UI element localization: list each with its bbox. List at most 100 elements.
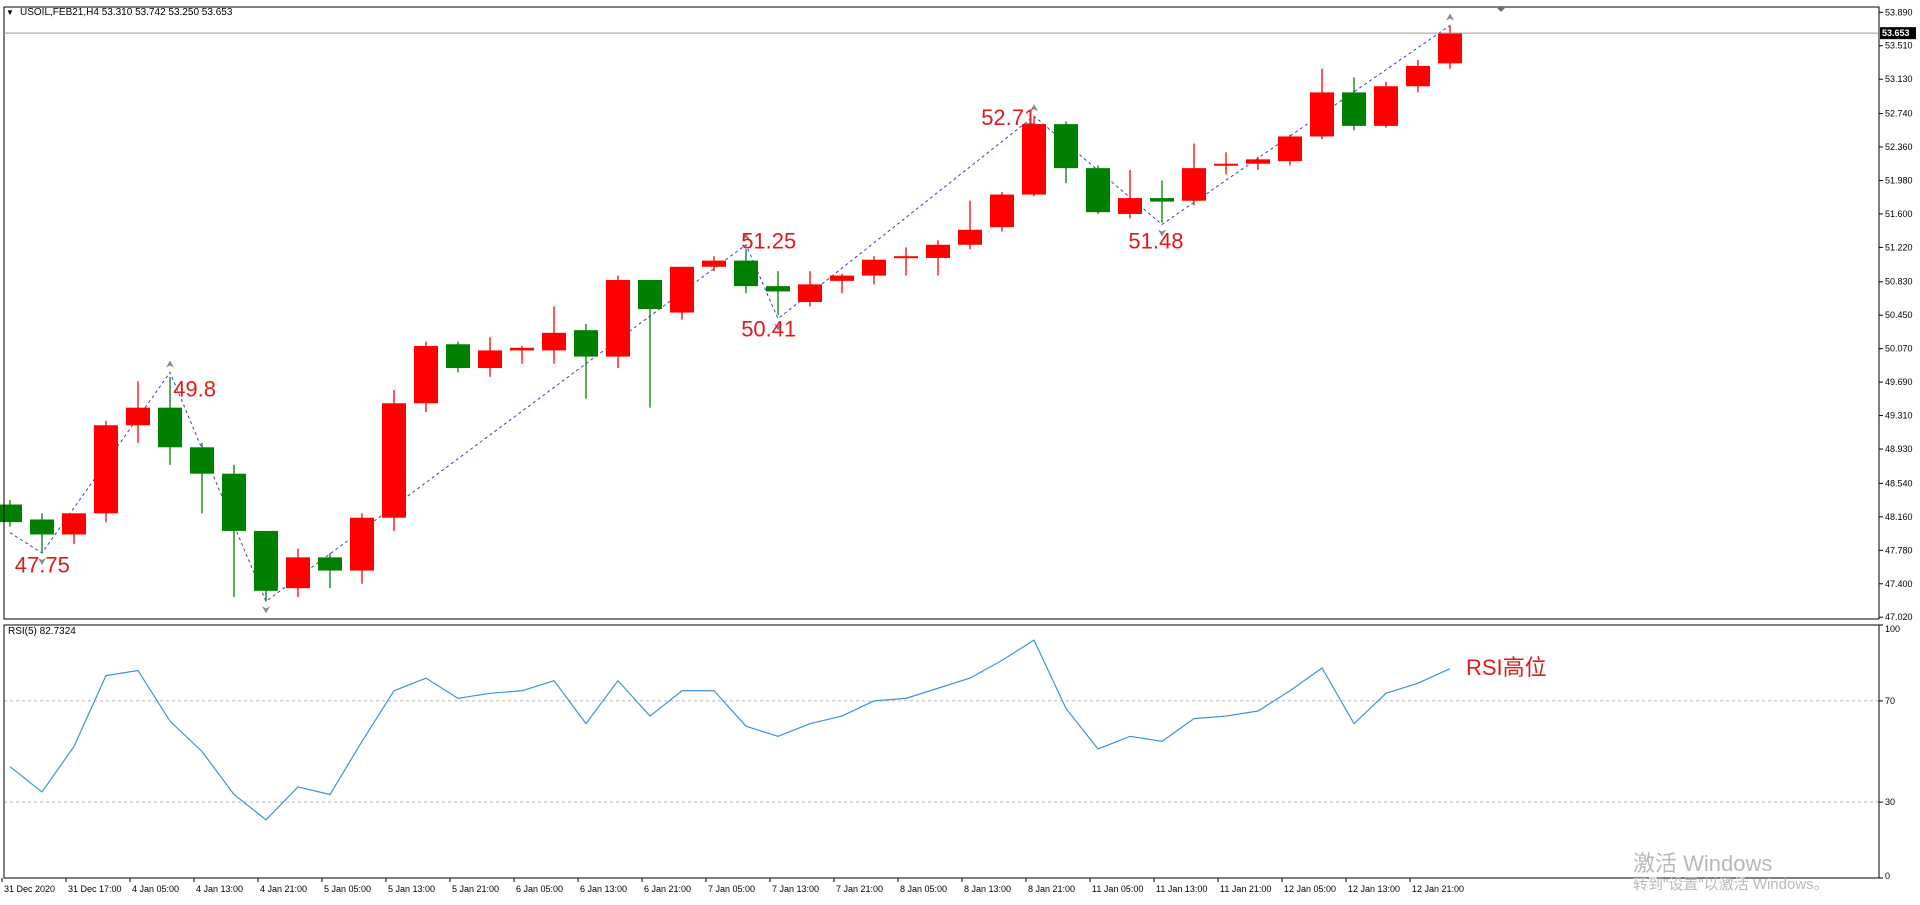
candle-body — [638, 279, 662, 310]
rsi-axis-label: 70 — [1885, 696, 1895, 706]
time-axis-label: 5 Jan 05:00 — [324, 884, 371, 894]
candle-body — [766, 286, 790, 292]
candle — [158, 376, 182, 465]
candle — [1118, 169, 1142, 219]
candle-body — [414, 346, 438, 404]
candle-body — [1086, 168, 1110, 213]
candle — [286, 548, 310, 597]
price-axis-label: 48.160 — [1885, 512, 1913, 522]
candle — [254, 530, 278, 602]
fractal-arrows — [38, 13, 1454, 614]
candle — [222, 464, 246, 597]
candle-body — [286, 557, 310, 589]
price-axis-label: 52.740 — [1885, 109, 1913, 119]
price-panel-border — [3, 6, 1880, 620]
candle — [1342, 77, 1366, 131]
candle — [350, 513, 374, 584]
candle — [798, 271, 822, 307]
time-axis-label: 4 Jan 13:00 — [196, 884, 243, 894]
candle-body — [1150, 198, 1174, 202]
price-axis-label: 49.310 — [1885, 411, 1913, 421]
candle — [94, 420, 118, 523]
pivot-price-annotation: 52.71 — [981, 105, 1036, 130]
fractal-down-arrow-icon — [38, 557, 46, 565]
chart-labels: USOIL,FEB21,H4 53.310 53.742 53.250 53.6… — [6, 7, 1547, 680]
time-axis-label: 4 Jan 21:00 — [260, 884, 307, 894]
time-axis-label: 5 Jan 13:00 — [388, 884, 435, 894]
pivot-price-annotation: 50.41 — [741, 316, 796, 341]
candle — [510, 346, 534, 364]
candle — [574, 324, 598, 399]
price-axis-label: 53.510 — [1885, 41, 1913, 51]
candle — [1182, 143, 1206, 206]
time-axis-label: 7 Jan 13:00 — [772, 884, 819, 894]
time-axis-label: 31 Dec 17:00 — [68, 884, 122, 894]
candle-body — [1374, 86, 1398, 126]
candle — [766, 271, 790, 316]
candle-body — [0, 504, 22, 523]
price-axis-label: 48.930 — [1885, 444, 1913, 454]
current-price-label: 53.653 — [1882, 28, 1910, 38]
time-axis-label: 11 Jan 21:00 — [1220, 884, 1271, 894]
time-axis-label: 6 Jan 21:00 — [644, 884, 691, 894]
candle-body — [990, 194, 1014, 228]
time-axis-label: 4 Jan 05:00 — [132, 884, 179, 894]
candle-body — [190, 447, 214, 474]
time-axis-label: 5 Jan 21:00 — [452, 884, 499, 894]
candle — [1310, 68, 1334, 140]
time-axis: 31 Dec 2020 31 Dec 17:00 4 Jan 05:00 4 Jan … — [1, 878, 1464, 894]
rsi-axis-label: 30 — [1885, 797, 1895, 807]
candle — [1406, 59, 1430, 93]
candle-body — [510, 347, 534, 351]
candle-body — [1054, 124, 1078, 169]
candle — [318, 552, 342, 589]
candle-body — [30, 519, 54, 535]
candle — [30, 513, 54, 553]
time-axis-label: 8 Jan 05:00 — [900, 884, 947, 894]
candle — [894, 247, 918, 276]
time-axis-label: 6 Jan 05:00 — [516, 884, 563, 894]
candle — [1086, 165, 1110, 214]
fractal-up-arrow-icon — [742, 232, 750, 240]
candle-body — [254, 530, 278, 591]
candle-body — [606, 279, 630, 357]
collapse-arrow-icon[interactable]: ▼ — [6, 8, 14, 17]
rsi-axis-label: 0 — [1885, 871, 1890, 881]
candle — [382, 390, 406, 531]
candle-body — [798, 284, 822, 302]
zigzag-line — [9, 25, 1451, 603]
price-axis-label: 53.130 — [1885, 74, 1913, 84]
candle-body — [318, 557, 342, 571]
candle-body — [1182, 168, 1206, 201]
time-axis-label: 8 Jan 21:00 — [1028, 884, 1075, 894]
candle-body — [1438, 33, 1462, 64]
price-axis-label: 50.450 — [1885, 310, 1913, 320]
candle-body — [94, 425, 118, 514]
price-axis-label: 51.220 — [1885, 242, 1913, 252]
candle-body — [542, 332, 566, 351]
activation-watermark-hint: 转到"设置"以激活 Windows。 — [1633, 876, 1829, 893]
fractal-down-arrow-icon — [774, 323, 782, 331]
candle — [926, 240, 950, 276]
candle — [542, 306, 566, 364]
rsi-annotation: RSI高位 — [1466, 655, 1547, 680]
time-axis-label: 12 Jan 05:00 — [1284, 884, 1336, 894]
candle-body — [478, 350, 502, 369]
price-axis-label: 51.980 — [1885, 175, 1913, 185]
candle-body — [894, 256, 918, 259]
candle-body — [158, 407, 182, 448]
candle-body — [62, 513, 86, 535]
time-axis-label: 12 Jan 21:00 — [1412, 884, 1464, 894]
candlestick-series — [0, 25, 1462, 602]
price-axis-label: 50.070 — [1885, 344, 1913, 354]
candle-body — [670, 266, 694, 313]
pivot-price-annotation: 51.25 — [741, 228, 796, 253]
zigzag-indicator — [9, 25, 1451, 603]
candle-body — [702, 260, 726, 267]
time-axis-label: 11 Jan 13:00 — [1156, 884, 1207, 894]
candle-body — [1406, 65, 1430, 87]
candle-body — [382, 403, 406, 518]
